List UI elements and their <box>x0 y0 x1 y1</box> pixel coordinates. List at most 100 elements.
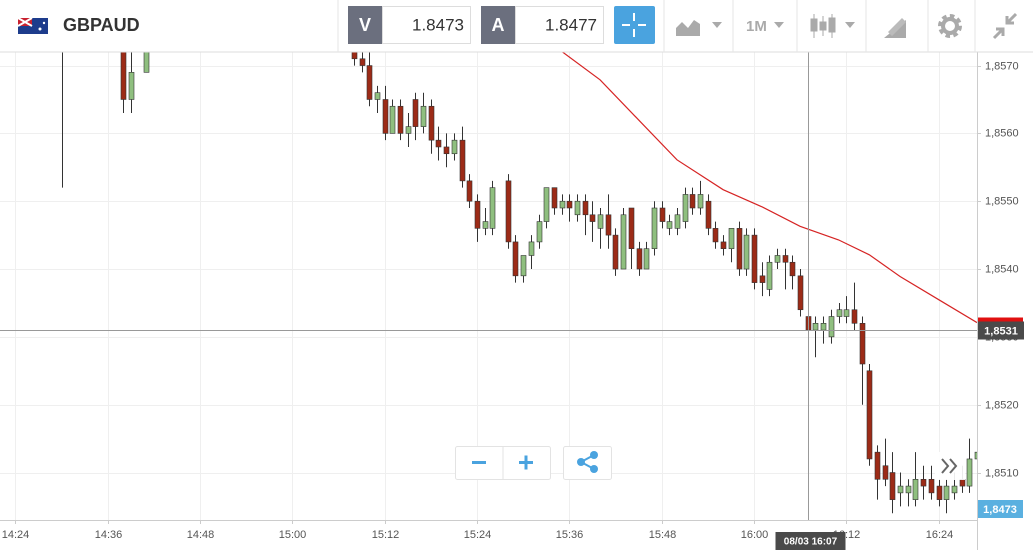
current-price-box <box>978 500 1023 518</box>
candle-body <box>882 465 889 480</box>
candle-body <box>828 316 835 338</box>
x-tick-label: 14:36 <box>95 529 123 541</box>
candle-body <box>674 214 681 229</box>
candle-body <box>466 180 473 202</box>
candle-body <box>682 194 689 222</box>
candle-body <box>389 105 396 134</box>
x-tick-label: 15:48 <box>649 529 677 541</box>
candle-body <box>705 200 712 229</box>
candle-body <box>951 485 958 494</box>
candle-body <box>628 207 635 249</box>
candle-body <box>866 370 873 460</box>
x-tick-label: 15:00 <box>279 529 307 541</box>
collapse-button[interactable] <box>992 12 1018 40</box>
candle-body <box>751 234 758 283</box>
candle-body <box>435 139 442 148</box>
candle-type-button[interactable] <box>810 14 855 38</box>
y-tick-label: 1,8560 <box>985 127 1019 139</box>
candle-body <box>620 214 627 270</box>
candle-body <box>966 458 973 487</box>
share-button[interactable] <box>563 446 612 480</box>
zoom-in[interactable] <box>519 455 533 470</box>
candle-body <box>574 200 581 216</box>
x-tick-label: 16:00 <box>741 529 769 541</box>
candle-body <box>489 187 496 229</box>
current-price-label: 1,8473 <box>983 504 1017 516</box>
candle-body <box>443 146 450 155</box>
candle-body <box>397 105 404 134</box>
candle-body <box>651 207 658 249</box>
chart-type-button[interactable] <box>676 20 722 36</box>
candle-body <box>820 323 827 331</box>
candle-body <box>889 472 896 500</box>
buy-label: A <box>492 15 505 35</box>
y-tick-label: 1,8570 <box>985 60 1019 72</box>
candle-body <box>943 485 950 500</box>
candle-body <box>474 200 481 229</box>
candle-body <box>928 479 935 494</box>
separators <box>663 0 976 52</box>
candle-body <box>451 139 458 155</box>
candle-body <box>659 207 666 222</box>
crosshair-time-box <box>775 532 846 550</box>
candle-body <box>482 221 489 229</box>
candle-body <box>612 234 619 270</box>
crosshair-button[interactable] <box>614 6 655 44</box>
symbol: GBPAUD <box>63 15 140 35</box>
candle-body <box>382 99 389 134</box>
candle-body <box>666 221 673 229</box>
candle-body <box>797 275 804 311</box>
candle-body <box>774 255 781 263</box>
candle-body <box>874 451 881 480</box>
candle-body <box>851 309 858 324</box>
candle-body <box>720 241 727 249</box>
candle-body <box>536 221 543 243</box>
candle-body <box>959 479 966 487</box>
candle-body <box>689 194 696 209</box>
candle-body <box>643 248 650 270</box>
candle-body <box>428 105 435 141</box>
candle-body <box>782 255 789 263</box>
y-tick-label: 1,8550 <box>985 195 1019 207</box>
candle-body <box>789 261 796 277</box>
candle-body <box>905 485 912 494</box>
candle-body <box>605 214 612 236</box>
candle-body <box>766 261 773 290</box>
candle-body <box>697 194 704 209</box>
zoom-out[interactable] <box>472 461 486 464</box>
buy-button[interactable]: A 1.8477 <box>481 6 604 44</box>
candle-body <box>843 309 850 317</box>
settings-button[interactable] <box>938 14 962 38</box>
x-tick-label: 15:24 <box>464 529 492 541</box>
candle-body <box>405 126 412 134</box>
candle-body <box>459 139 466 182</box>
candle-body <box>420 105 427 127</box>
x-tick-label: 15:36 <box>556 529 584 541</box>
zoom-controls <box>455 446 612 480</box>
candle-body <box>936 485 943 500</box>
candle-body <box>759 275 766 283</box>
candle-body <box>743 234 750 270</box>
scroll-right-button[interactable] <box>935 452 965 480</box>
time-axis <box>0 520 1033 550</box>
candle-body <box>559 200 566 209</box>
crosshair-time-label: 08/03 16:07 <box>784 537 838 548</box>
candle-body <box>528 241 535 256</box>
candle-body <box>120 52 127 100</box>
sell-label: V <box>359 15 371 35</box>
crosshair-price-box <box>978 321 1024 340</box>
timeframe-button[interactable]: 1M <box>746 18 784 35</box>
candle-body <box>712 228 719 243</box>
candle-body <box>736 228 743 270</box>
draw-button[interactable] <box>884 18 906 38</box>
sell-button[interactable]: V 1.8473 <box>348 6 471 44</box>
candle-body <box>582 200 589 216</box>
y-tick-label: 1,8520 <box>985 399 1019 411</box>
candle-body <box>974 451 977 460</box>
timeframe: 1M <box>746 18 767 35</box>
y-tick-label: 1,8510 <box>985 467 1019 479</box>
x-tick-label: 15:12 <box>372 529 400 541</box>
candle-body <box>812 323 819 331</box>
candle-body <box>520 255 527 277</box>
